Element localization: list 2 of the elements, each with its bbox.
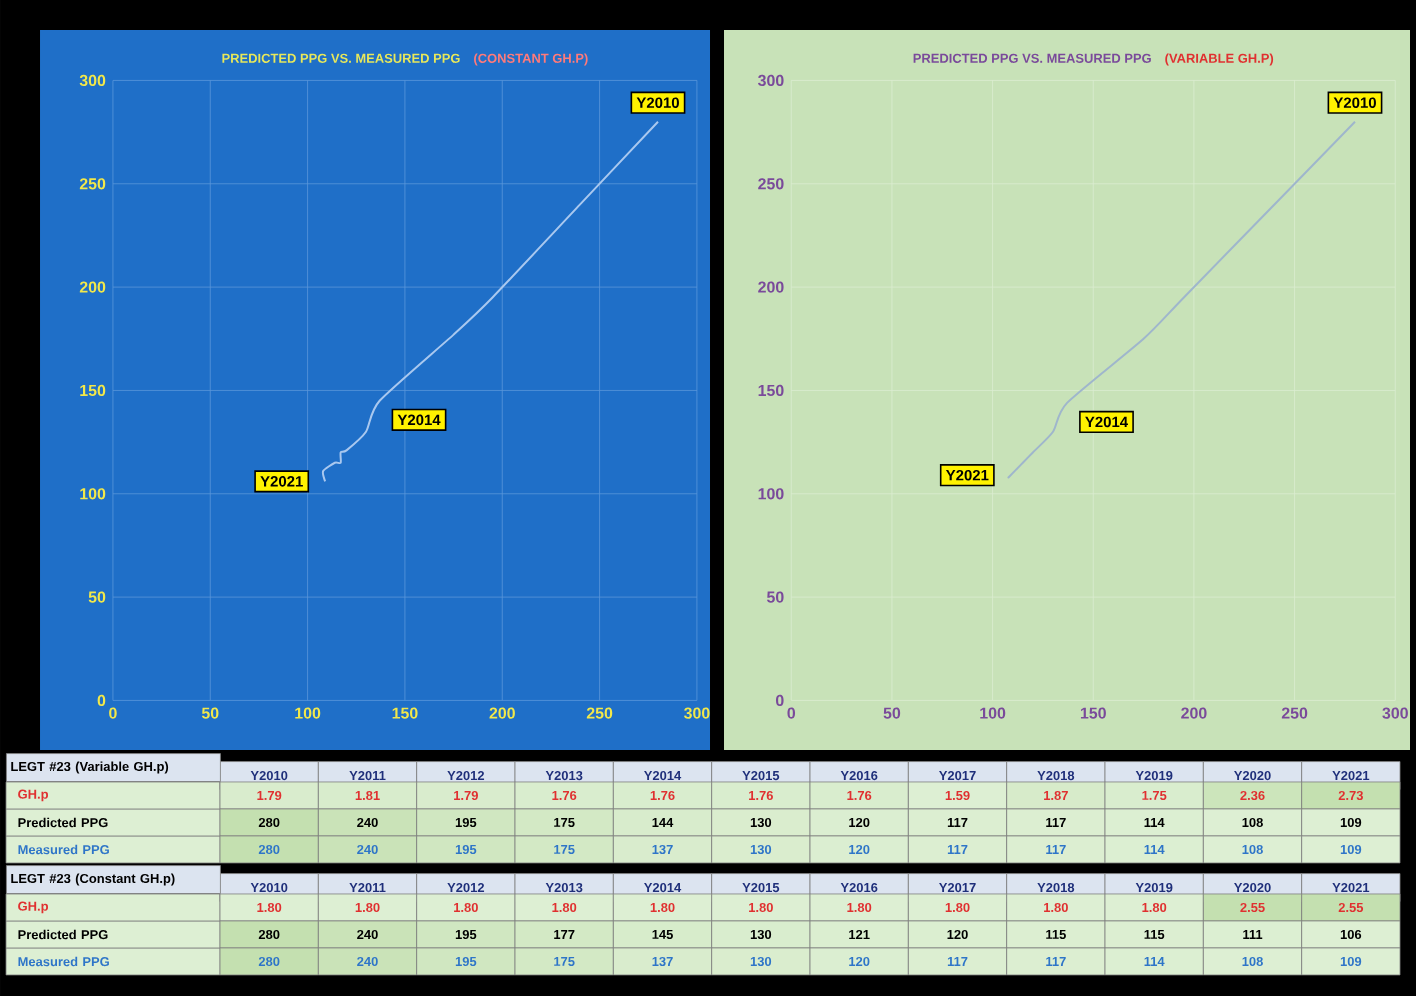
line-series [322,120,659,483]
line-series [1007,120,1356,479]
